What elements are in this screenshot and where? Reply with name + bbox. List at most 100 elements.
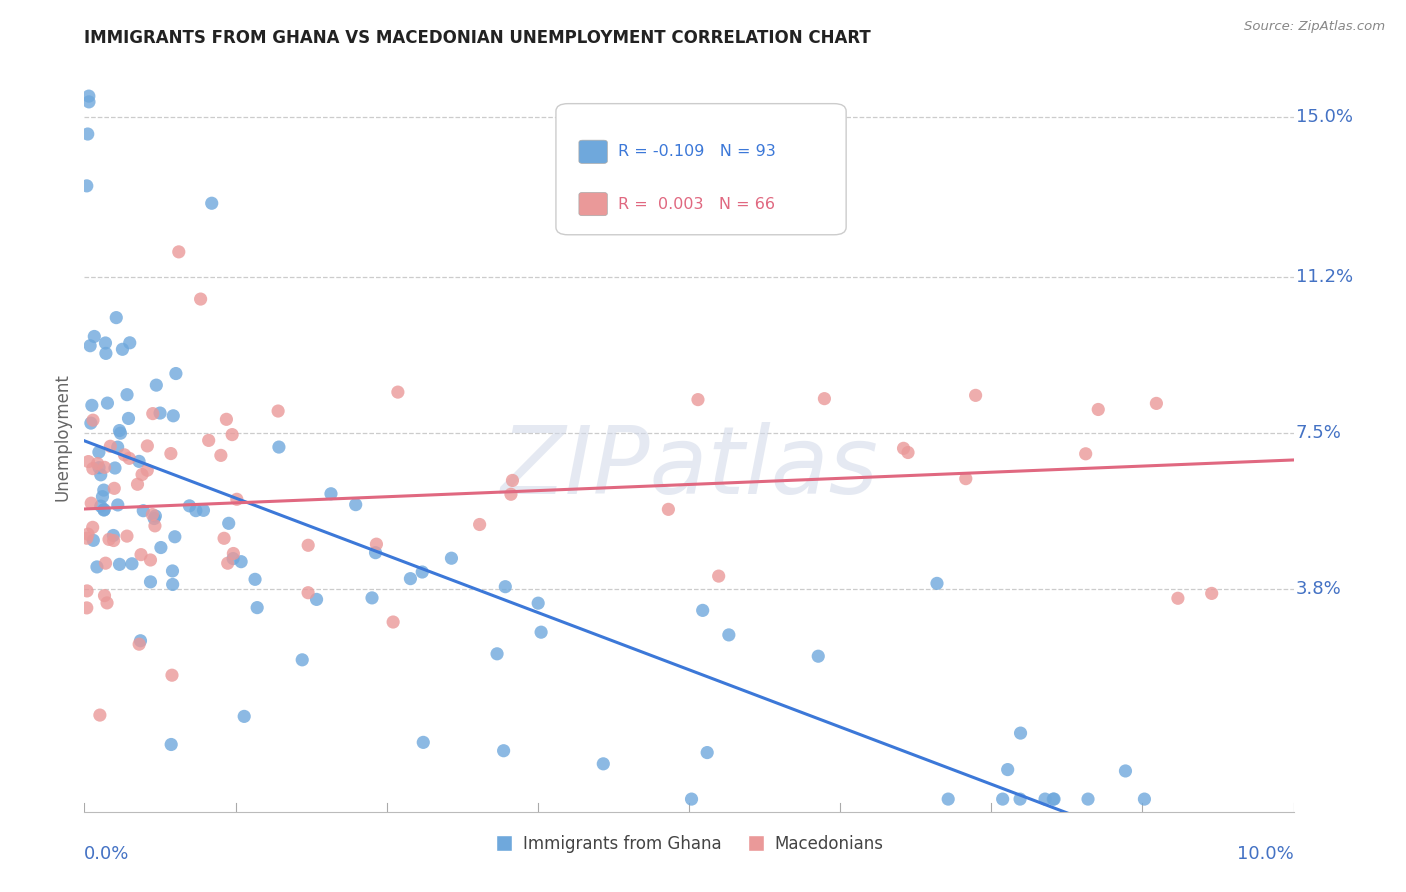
Point <box>76 531 98 545</box>
Point <box>93 460 115 475</box>
Point <box>291 653 314 667</box>
Point <box>94 336 117 351</box>
Point <box>86 560 108 574</box>
Point <box>115 529 138 543</box>
Point <box>163 530 186 544</box>
Point <box>77 95 100 109</box>
Point <box>193 503 215 517</box>
Point <box>162 564 184 578</box>
Point <box>686 392 709 407</box>
Point <box>139 574 162 589</box>
Point <box>229 555 252 569</box>
Point <box>399 572 422 586</box>
Point <box>530 625 553 640</box>
Point <box>813 392 835 406</box>
Point <box>1010 726 1032 740</box>
Point <box>1201 586 1223 600</box>
Point <box>707 569 730 583</box>
Text: 15.0%: 15.0% <box>1296 108 1353 126</box>
Point <box>1087 402 1109 417</box>
Point <box>267 404 290 418</box>
Point <box>114 448 136 462</box>
Point <box>243 572 266 586</box>
Point <box>1010 792 1032 806</box>
Point <box>149 541 172 555</box>
Point <box>82 520 104 534</box>
Point <box>1042 792 1064 806</box>
Point <box>77 454 100 468</box>
Point <box>90 467 112 482</box>
Point <box>1077 792 1099 806</box>
Text: Source: ZipAtlas.com: Source: ZipAtlas.com <box>1244 20 1385 33</box>
Point <box>82 413 104 427</box>
Point <box>111 343 134 357</box>
Point <box>221 427 243 442</box>
Point <box>82 533 104 548</box>
Point <box>108 424 131 438</box>
Point <box>143 519 166 533</box>
Point <box>965 388 987 402</box>
Point <box>142 407 165 421</box>
Point <box>80 496 103 510</box>
Point <box>91 490 114 504</box>
Point <box>1133 792 1156 806</box>
Point <box>87 460 110 475</box>
Point <box>893 442 915 456</box>
Point <box>141 508 163 522</box>
Point <box>129 633 152 648</box>
Point <box>136 463 159 477</box>
FancyBboxPatch shape <box>579 193 607 216</box>
Point <box>115 387 138 401</box>
Legend: Immigrants from Ghana, Macedonians: Immigrants from Ghana, Macedonians <box>488 829 890 860</box>
Point <box>222 551 245 566</box>
Point <box>80 416 103 430</box>
Point <box>96 596 118 610</box>
Point <box>501 474 523 488</box>
Point <box>936 792 959 806</box>
Point <box>93 589 115 603</box>
Point <box>225 492 247 507</box>
Point <box>1167 591 1189 606</box>
Point <box>139 553 162 567</box>
Point <box>94 346 117 360</box>
Point <box>93 483 115 497</box>
Point <box>162 577 184 591</box>
Point <box>145 508 167 523</box>
Point <box>364 546 387 560</box>
Point <box>657 502 679 516</box>
Point <box>212 531 235 545</box>
Point <box>131 467 153 482</box>
Point <box>997 763 1019 777</box>
Text: 3.8%: 3.8% <box>1296 580 1341 598</box>
Point <box>103 481 125 495</box>
Point <box>494 580 516 594</box>
Point <box>118 335 141 350</box>
Point <box>98 533 121 547</box>
Point <box>233 709 256 723</box>
Point <box>160 738 183 752</box>
Point <box>692 603 714 617</box>
Point <box>267 440 290 454</box>
Point <box>1144 396 1167 410</box>
Point <box>387 385 409 400</box>
Point <box>76 583 98 598</box>
Point <box>412 735 434 749</box>
Point <box>82 461 104 475</box>
Point <box>246 600 269 615</box>
Point <box>105 310 128 325</box>
Point <box>955 472 977 486</box>
Point <box>98 439 121 453</box>
Text: 10.0%: 10.0% <box>1237 846 1294 863</box>
Point <box>209 449 232 463</box>
Point <box>129 548 152 562</box>
Point <box>77 527 100 541</box>
Point <box>1114 764 1136 778</box>
Point <box>76 127 98 141</box>
Point <box>136 439 159 453</box>
Point <box>215 412 238 426</box>
Point <box>127 477 149 491</box>
Point <box>717 628 740 642</box>
Point <box>96 396 118 410</box>
Point <box>696 746 718 760</box>
Point <box>344 498 367 512</box>
